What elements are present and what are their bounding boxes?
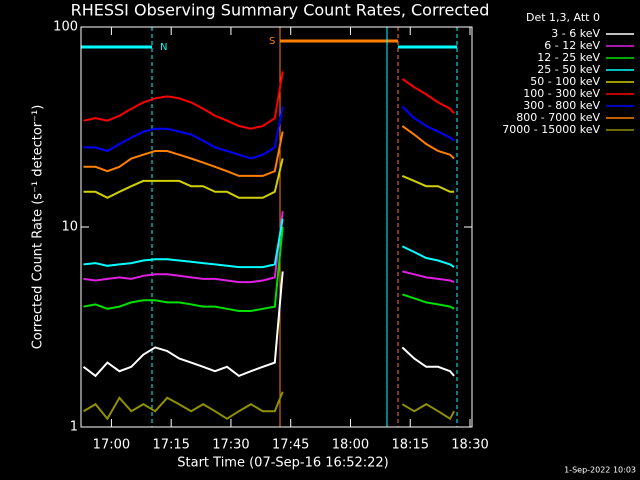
y-tick-label: 1 xyxy=(70,420,78,435)
series-line xyxy=(83,218,455,269)
legend-label: 800 - 7000 keV xyxy=(516,111,600,124)
series-line xyxy=(83,211,455,284)
chart-title: RHESSI Observing Summary Count Rates, Co… xyxy=(71,1,490,20)
series-line xyxy=(82,271,455,378)
y-axis-label: Corrected Count Rate (s⁻¹ detector⁻¹) xyxy=(31,105,46,350)
legend-label: 300 - 800 keV xyxy=(523,99,600,112)
legend-label: 3 - 6 keV xyxy=(551,27,600,40)
x-tick-label: 18:15 xyxy=(392,438,429,453)
legend-label: 50 - 100 keV xyxy=(530,75,600,88)
series-line xyxy=(82,391,455,421)
series-line xyxy=(83,226,455,312)
legend-label: 25 - 50 keV xyxy=(537,63,600,76)
series-line xyxy=(83,105,455,160)
x-tick-label: 17:30 xyxy=(212,438,249,453)
legend-label: 7000 - 15000 keV xyxy=(502,123,600,136)
x-axis-label: Start Time (07-Sep-16 16:52:22) xyxy=(177,456,388,471)
x-tick-label: 18:00 xyxy=(332,438,369,453)
x-tick-label: 17:45 xyxy=(272,438,309,453)
x-tick-label: 18:30 xyxy=(451,438,488,453)
footer: 1-Sep-2022 10:03 xyxy=(564,466,636,475)
legend-label: 100 - 300 keV xyxy=(523,87,600,100)
flag-label: N xyxy=(160,42,167,53)
series-line xyxy=(83,158,455,199)
series-line xyxy=(83,125,455,177)
x-tick-label: 17:15 xyxy=(152,438,189,453)
y-tick-label: 10 xyxy=(61,220,78,235)
legend-label: 6 - 12 keV xyxy=(544,39,600,52)
legend-label: 12 - 25 keV xyxy=(537,51,600,64)
y-tick-label: 100 xyxy=(53,20,78,35)
legend-title: Det 1,3, Att 0 xyxy=(526,11,600,24)
x-tick-label: 17:00 xyxy=(93,438,130,453)
flag-label: S xyxy=(269,36,275,47)
series-line xyxy=(83,71,455,130)
